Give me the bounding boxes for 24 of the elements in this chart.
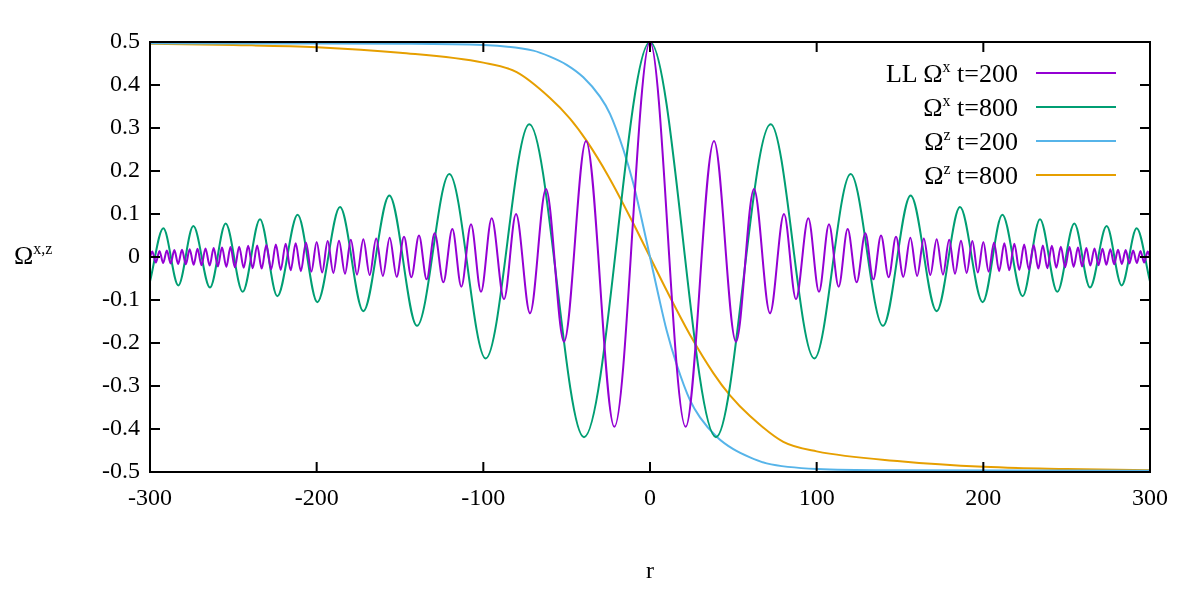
y-tick-label: 0.4 (110, 70, 140, 97)
x-axis-title: r (646, 556, 654, 583)
y-tick-label: -0.1 (102, 285, 140, 312)
x-tick-label: -300 (128, 483, 172, 510)
y-tick-label: 0.5 (110, 27, 140, 54)
x-tick-label: -200 (294, 483, 339, 510)
y-tick-label: 0 (128, 242, 140, 269)
x-tick-label: 300 (1132, 483, 1168, 510)
y-tick-label: -0.5 (102, 457, 140, 484)
y-tick-label: 0.3 (110, 113, 140, 140)
x-tick-label: 100 (798, 483, 835, 510)
legend-label: Ω$^{z}$ t=200 (924, 125, 1018, 157)
y-tick-label: 0.1 (110, 199, 140, 226)
legend-label: Ω$^{x}$ t=800 (923, 91, 1018, 123)
y-tick-label: 0.2 (110, 156, 140, 183)
legend-label: LL Ω$^{x}$ t=200 (885, 57, 1018, 89)
y-tick-label: -0.4 (102, 414, 140, 441)
y-tick-label: -0.3 (102, 371, 140, 398)
x-tick-label: 200 (965, 483, 1002, 510)
y-axis-title: Ω$^{x,z}$ (14, 240, 53, 271)
y-tick-label: -0.2 (102, 328, 140, 355)
legend-label: Ω$^{z}$ t=800 (924, 159, 1018, 191)
x-tick-label: -100 (461, 483, 506, 510)
x-tick-label: 0 (644, 483, 656, 510)
